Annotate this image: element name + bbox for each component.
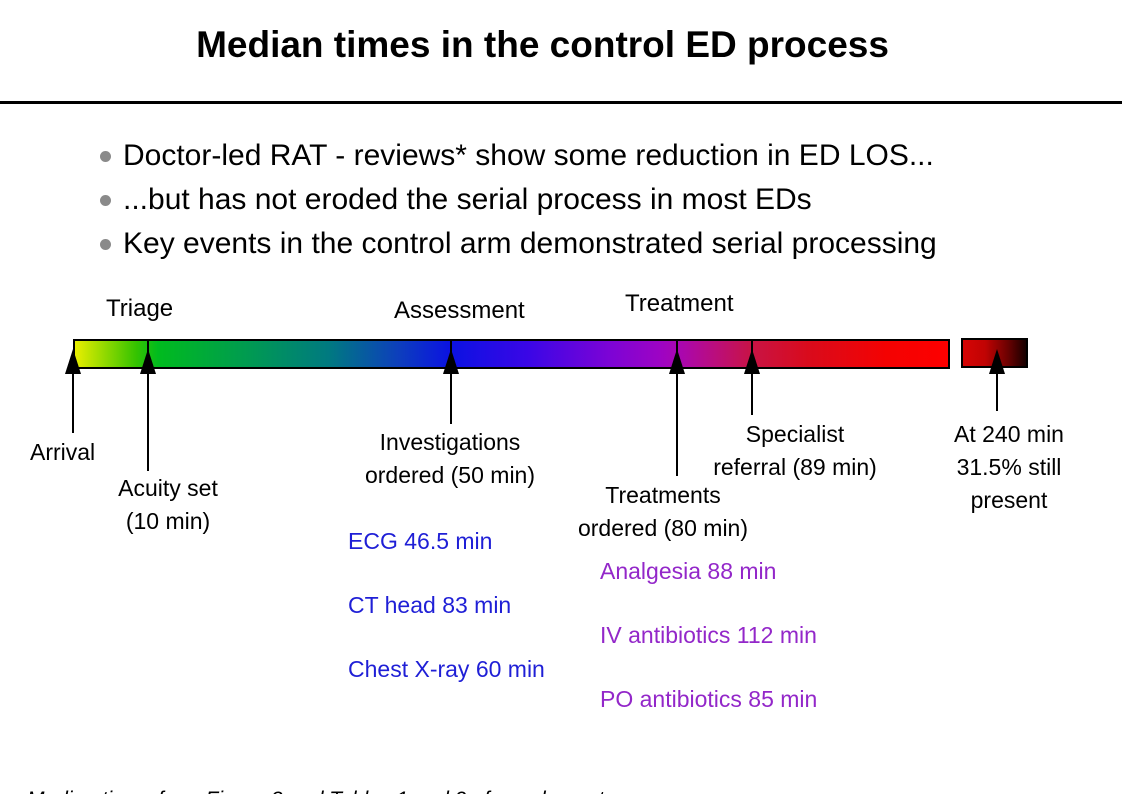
treatment-detail-list: Analgesia 88 min IV antibiotics 112 min … [600, 558, 817, 750]
investigations-arrow-stem [450, 371, 452, 424]
bullet-dot-icon [100, 238, 111, 250]
bullet-item: ...but has not eroded the serial process… [100, 178, 937, 222]
event-label-line: present [970, 487, 1048, 513]
event-label-line: (10 min) [125, 508, 211, 534]
event-label-line: Arrival [30, 439, 96, 465]
treatments-arrow-icon [669, 349, 685, 374]
slide-title: Median times in the control ED process [196, 24, 889, 65]
footnotes: Median times from Figure 3 and Tables 1 … [27, 727, 928, 794]
investigations-arrow-icon [443, 349, 459, 374]
event-label-line: Specialist [745, 421, 845, 447]
phase-label-assessment: Assessment [394, 297, 525, 324]
at240-arrow-icon [989, 349, 1005, 374]
bullet-dot-icon [100, 150, 111, 162]
bullet-item: Key events in the control arm demonstrat… [100, 222, 937, 266]
timeline-bar [73, 339, 950, 369]
phase-label-treatment: Treatment [625, 290, 734, 317]
event-label-line: Treatments [605, 482, 721, 508]
event-label-acuity: Acuity set (10 min) [118, 472, 218, 538]
event-label-line: At 240 min [954, 421, 1064, 447]
event-label-line: ordered (50 min) [364, 462, 536, 488]
event-label-arrival: Arrival [30, 436, 95, 469]
investigation-detail-list: ECG 46.5 min CT head 83 min Chest X-ray … [348, 528, 545, 720]
treatment-detail-item: IV antibiotics 112 min [600, 622, 817, 648]
bullet-item: Doctor-led RAT - reviews* show some redu… [100, 134, 937, 178]
footnote-line: Median times from Figure 3 and Tables 1 … [27, 785, 928, 794]
bullet-dot-icon [100, 194, 111, 206]
title-divider-line [0, 101, 1122, 104]
event-label-line: 31.5% still [956, 454, 1062, 480]
acuity-arrow-icon [140, 349, 156, 374]
arrival-arrow-stem [72, 371, 74, 433]
treatments-arrow-stem [676, 371, 678, 476]
bullet-text: Doctor-led RAT - reviews* show some redu… [123, 139, 934, 172]
event-label-investigations: Investigations ordered (50 min) [365, 426, 535, 492]
treatment-detail-item: PO antibiotics 85 min [600, 686, 818, 712]
specialist-arrow-stem [751, 371, 753, 415]
bullet-list: Doctor-led RAT - reviews* show some redu… [100, 134, 937, 266]
acuity-arrow-stem [147, 371, 149, 471]
investigation-detail-item: Chest X-ray 60 min [348, 656, 545, 682]
specialist-arrow-icon [744, 349, 760, 374]
event-label-line: ordered (80 min) [577, 515, 749, 541]
at240-arrow-stem [996, 371, 998, 411]
bullet-text: ...but has not eroded the serial process… [123, 183, 812, 216]
bullet-text: Key events in the control arm demonstrat… [123, 227, 937, 260]
event-label-treatments: Treatments ordered (80 min) [578, 479, 748, 545]
phase-label-triage: Triage [106, 295, 174, 322]
event-label-at240: At 240 min 31.5% still present [954, 418, 1064, 517]
event-label-line: Acuity set [118, 475, 218, 501]
event-label-specialist: Specialist referral (89 min) [713, 418, 877, 484]
investigation-detail-item: CT head 83 min [348, 592, 512, 618]
arrival-arrow-icon [65, 349, 81, 374]
event-label-line: referral (89 min) [713, 454, 877, 480]
event-label-line: Investigations [379, 429, 521, 455]
treatment-detail-item: Analgesia 88 min [600, 558, 777, 584]
investigation-detail-item: ECG 46.5 min [348, 528, 493, 554]
